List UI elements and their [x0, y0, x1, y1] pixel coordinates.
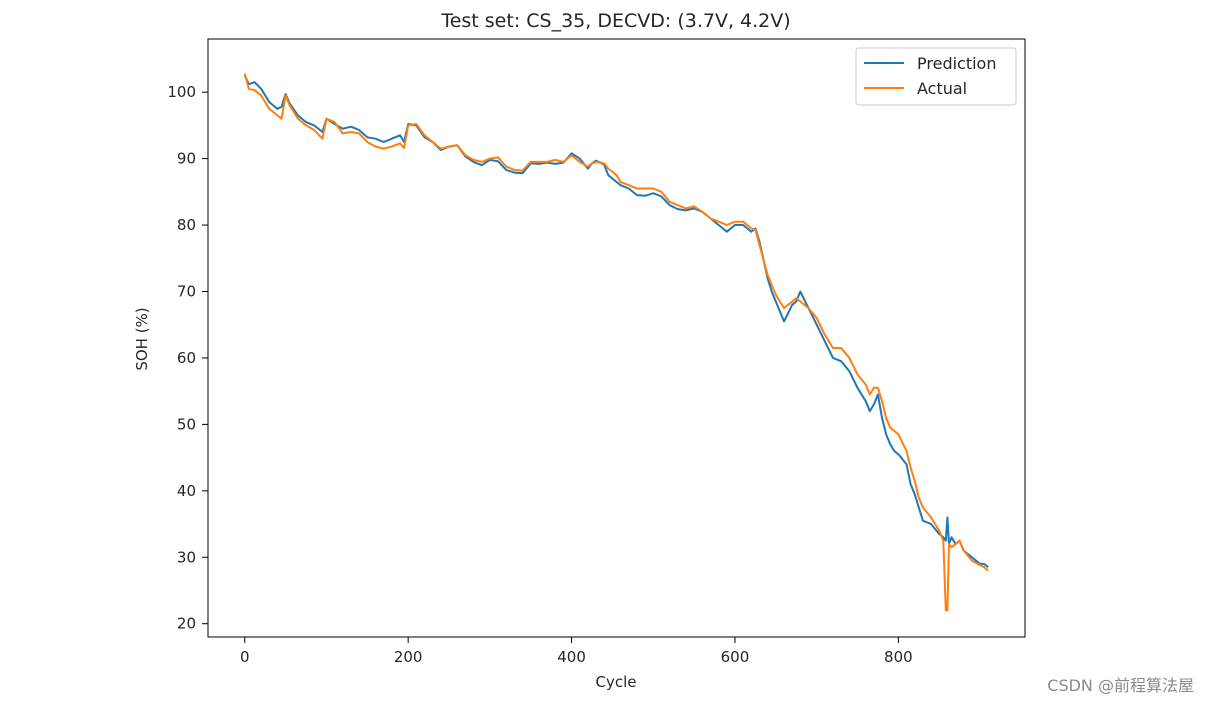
legend-label-actual: Actual [917, 79, 967, 98]
y-tick-label: 50 [177, 415, 196, 433]
y-axis: 20 30 40 50 60 70 80 90 100 [167, 83, 208, 633]
series-line-prediction [243, 75, 989, 568]
x-axis: 0 200 400 600 800 [240, 637, 913, 666]
watermark: CSDN @前程算法屋 [1047, 676, 1194, 695]
chart-title: Test set: CS_35, DECVD: (3.7V, 4.2V) [440, 10, 790, 32]
legend: Prediction Actual [855, 47, 1017, 106]
legend-label-prediction: Prediction [917, 54, 996, 73]
y-tick-label: 80 [177, 216, 196, 234]
y-tick-label: 30 [177, 548, 196, 566]
y-tick-label: 40 [177, 482, 196, 500]
plot-frame [207, 38, 1026, 638]
y-tick-label: 100 [167, 83, 196, 101]
y-tick-label: 90 [177, 150, 196, 168]
x-axis-label: Cycle [596, 673, 637, 691]
x-tick-label: 200 [394, 648, 423, 666]
y-axis-label: SOH (%) [133, 307, 151, 370]
x-tick-label: 0 [240, 648, 250, 666]
y-tick-label: 20 [177, 615, 196, 633]
x-tick-label: 800 [884, 648, 913, 666]
y-tick-label: 60 [177, 349, 196, 367]
y-tick-label: 70 [177, 282, 196, 300]
series-group [243, 73, 989, 612]
x-tick-label: 400 [557, 648, 586, 666]
x-tick-label: 600 [721, 648, 750, 666]
series-line-actual [243, 73, 989, 612]
